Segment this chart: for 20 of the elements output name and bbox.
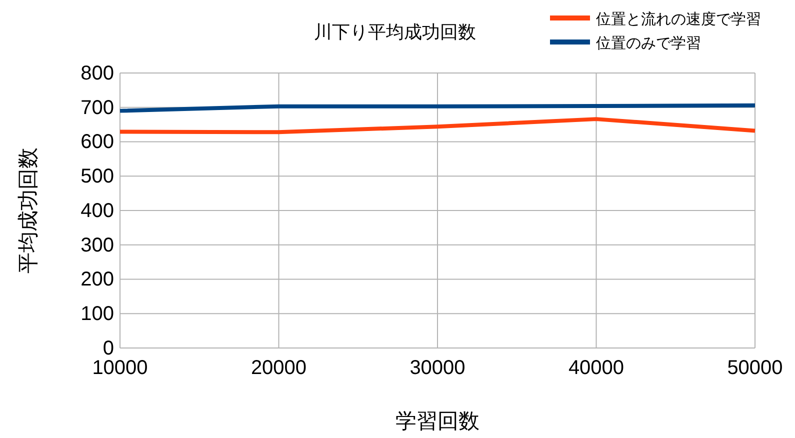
x-tick-label: 30000 — [410, 357, 466, 380]
x-axis-title: 学習回数 — [396, 409, 480, 433]
y-tick-label: 800 — [80, 62, 114, 84]
x-tick-label: 50000 — [727, 357, 783, 380]
x-tick-label: 40000 — [568, 357, 624, 380]
y-axis-title: 平均成功回数 — [16, 148, 40, 274]
y-tick-label: 200 — [80, 268, 114, 291]
legend-label: 位置と流れの速度で学習 — [596, 10, 761, 28]
line-series — [118, 117, 757, 134]
y-tick-label: 600 — [80, 131, 114, 154]
y-tick-label: 0 — [102, 337, 114, 360]
chart-title: 川下り平均成功回数 — [314, 22, 476, 43]
x-tick-label: 10000 — [92, 357, 148, 380]
x-tick-label: 20000 — [250, 357, 307, 380]
y-tick-label: 700 — [80, 96, 114, 119]
y-tick-label: 400 — [80, 200, 114, 222]
y-tick-label: 100 — [80, 303, 114, 326]
legend-label: 位置のみで学習 — [596, 34, 701, 52]
y-tick-label: 300 — [80, 234, 114, 256]
y-tick-label: 500 — [80, 166, 114, 188]
